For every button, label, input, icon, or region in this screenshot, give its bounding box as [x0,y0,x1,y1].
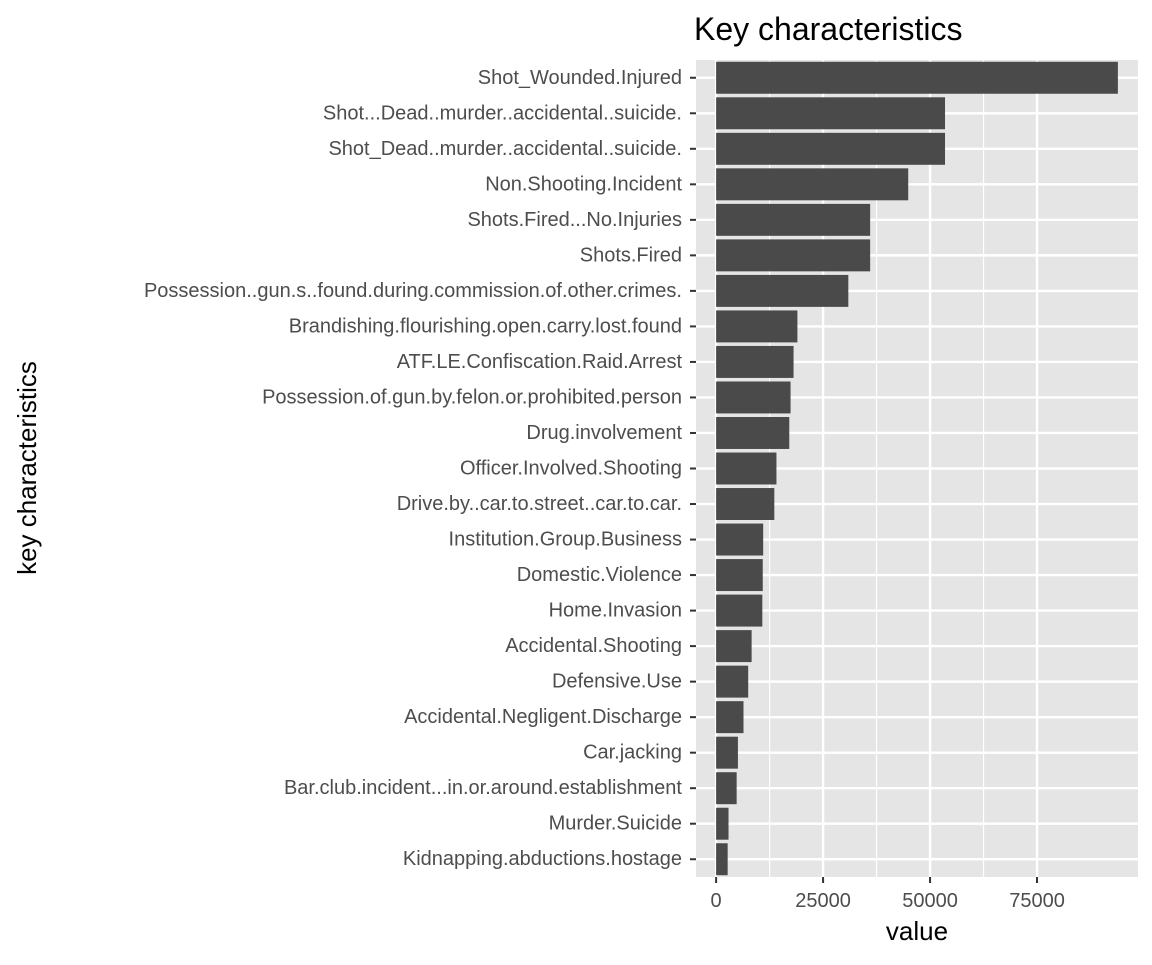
bar [716,772,737,805]
y-tick-label: Accidental.Shooting [505,635,682,657]
bar [716,559,763,592]
y-tick-label: Domestic.Violence [517,564,682,586]
bar [716,203,871,236]
y-tick-label: Shot_Dead..murder..accidental..suicide. [328,138,682,160]
y-tick-label: Drug.involvement [526,422,682,444]
y-tick-label: Officer.Involved.Shooting [460,458,682,480]
y-tick-label: ATF.LE.Confiscation.Raid.Arrest [397,351,683,373]
y-tick-label: Institution.Group.Business [449,529,682,551]
x-tick-label: 25000 [795,890,851,912]
bar [716,97,946,130]
x-axis-title: value [886,916,948,946]
bar [716,523,764,556]
bar [716,61,1118,94]
bar [716,665,749,698]
bar [716,345,794,378]
bar [716,807,729,840]
y-tick-label: Car.jacking [583,742,682,764]
bar [716,381,791,414]
y-tick-label: Accidental.Negligent.Discharge [404,706,682,728]
x-tick-label: 0 [711,890,722,912]
y-axis-title: key characteristics [12,361,42,575]
bar [716,132,946,165]
bar [716,239,871,272]
y-tick-label: Shots.Fired [580,244,682,266]
chart-title: Key characteristics [694,11,963,47]
y-tick-label: Shots.Fired...No.Injuries [467,209,682,231]
bar [716,736,738,769]
bar [716,168,909,201]
bar [716,488,775,521]
y-tick-label: Non.Shooting.Incident [485,173,682,195]
y-tick-label: Murder.Suicide [549,813,682,835]
x-tick-label: 75000 [1009,890,1065,912]
y-tick-label: Home.Invasion [549,600,682,622]
y-tick-label: Drive.by..car.to.street..car.to.car. [397,493,682,515]
y-tick-label: Shot_Wounded.Injured [478,67,682,89]
bar [716,594,763,627]
bar [716,310,798,343]
y-tick-label: Brandishing.flourishing.open.carry.lost.… [289,315,682,337]
y-tick-label: Shot...Dead..murder..accidental..suicide… [323,102,682,124]
bar [716,843,728,876]
bar [716,701,744,734]
y-tick-label: Possession.of.gun.by.felon.or.prohibited… [262,386,682,408]
y-tick-label: Defensive.Use [552,671,682,693]
bar [716,274,849,307]
x-tick-label: 50000 [902,890,958,912]
y-tick-label: Kidnapping.abductions.hostage [403,848,682,870]
y-tick-label: Possession..gun.s..found.during.commissi… [144,280,682,302]
x-axis-ticks: 0 25000 50000 75000 [711,877,1065,912]
bar [716,630,752,663]
bar [716,452,777,485]
bars [716,61,1118,876]
y-axis-ticks: Shot_Wounded.Injured Shot...Dead..murder.… [144,67,696,870]
y-tick-label: Bar.club.incident...in.or.around.establi… [284,777,682,799]
bar [716,416,790,449]
